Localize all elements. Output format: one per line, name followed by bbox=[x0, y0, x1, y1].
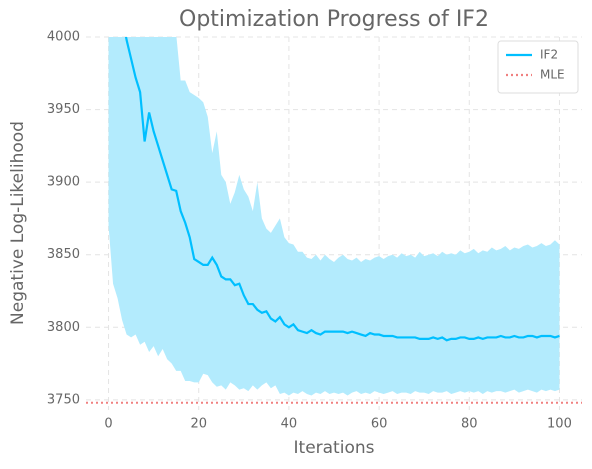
x-tick-label: 80 bbox=[461, 417, 478, 432]
y-tick-label: 3850 bbox=[47, 247, 80, 262]
x-tick-label: 60 bbox=[371, 417, 388, 432]
confidence-band bbox=[108, 37, 560, 396]
y-tick-label: 4000 bbox=[47, 30, 80, 45]
y-axis-label: Negative Log-Likelihood bbox=[8, 121, 28, 325]
plot-area bbox=[86, 37, 582, 404]
legend-box bbox=[497, 40, 579, 94]
x-axis-label: Iterations bbox=[294, 438, 375, 458]
y-tick-label: 3900 bbox=[47, 175, 80, 190]
y-tick-label: 3800 bbox=[47, 320, 80, 335]
line bbox=[124, 37, 560, 342]
x-tick-label: 0 bbox=[104, 417, 112, 432]
legend-label: MLE bbox=[540, 68, 565, 82]
x-tick-label: 40 bbox=[281, 417, 298, 432]
y-tick-label: 3950 bbox=[47, 102, 80, 117]
x-tick-label: 20 bbox=[190, 417, 207, 432]
x-tick-label: 100 bbox=[547, 417, 572, 432]
y-tick-label: 3750 bbox=[47, 392, 80, 407]
legend: IF2 MLE bbox=[497, 40, 579, 94]
chart-title: Optimization Progress of IF2 bbox=[179, 7, 489, 32]
legend-label: IF2 bbox=[540, 48, 558, 62]
